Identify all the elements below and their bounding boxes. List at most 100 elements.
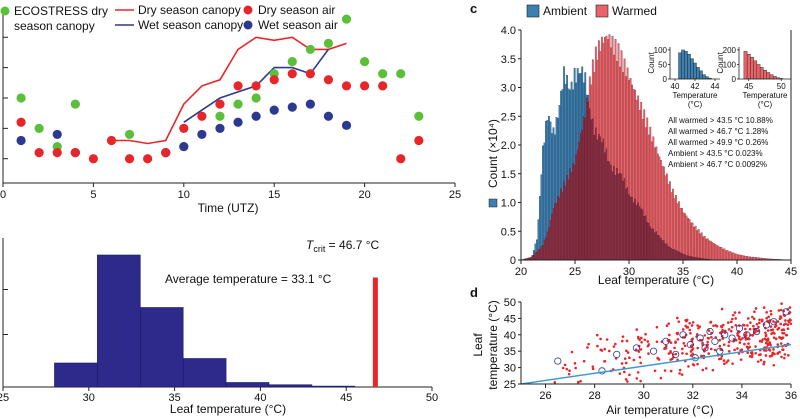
warmed-bar bbox=[741, 255, 744, 260]
warmed-bar bbox=[650, 141, 653, 230]
dry-air-point bbox=[106, 135, 117, 146]
warmed-bar bbox=[697, 229, 700, 258]
leaf-temp-point bbox=[762, 306, 766, 309]
wet-air-point bbox=[197, 129, 207, 140]
leaf-temp-point bbox=[769, 325, 773, 328]
leaf-temp-point bbox=[741, 336, 744, 340]
warmed-bar bbox=[628, 79, 630, 195]
leaf-temp-point bbox=[595, 333, 599, 337]
inset-bar bbox=[743, 51, 748, 80]
leaf-temp-point bbox=[755, 323, 759, 326]
leaf-temp-point bbox=[784, 333, 788, 337]
leaf-temp-point bbox=[779, 316, 783, 319]
leaf-temp-point bbox=[776, 343, 780, 346]
y-tick-label: 25 bbox=[504, 379, 516, 391]
ambient-bar bbox=[560, 90, 562, 190]
leaf-temp-point bbox=[738, 335, 741, 338]
leaf-temp-point bbox=[695, 333, 699, 336]
leaf-temp-point bbox=[676, 338, 680, 341]
leaf-temp-point bbox=[759, 358, 763, 362]
dry-air-point bbox=[269, 75, 279, 85]
warmed-bar bbox=[746, 256, 748, 260]
x-tick-label: 30 bbox=[623, 266, 635, 278]
mean-leaf-temp-circle bbox=[735, 324, 744, 332]
leaf-temp-point bbox=[697, 326, 700, 330]
tcrit-subscript: crit bbox=[313, 244, 325, 254]
legend-wet-air-label: Wet season air bbox=[258, 18, 338, 32]
inset-bar bbox=[684, 51, 688, 80]
leaf-temp-point bbox=[788, 306, 792, 309]
x-tick-label: 5 bbox=[90, 189, 96, 201]
ambient-bar bbox=[584, 72, 587, 119]
overlap-bar bbox=[540, 246, 543, 260]
leaf-temp-point bbox=[747, 317, 750, 320]
leaf-temp-point bbox=[766, 329, 770, 332]
overlap-bar bbox=[578, 142, 581, 260]
leaf-temp-point bbox=[772, 363, 776, 367]
panel-b-tcrit-annotation: Tcrit = 46.7 °C bbox=[306, 238, 380, 254]
overlap-bar bbox=[690, 256, 692, 260]
inset-y-tick-label: 200 bbox=[723, 46, 737, 55]
overlap-bar bbox=[548, 227, 550, 260]
leaf-temp-point bbox=[718, 338, 722, 342]
dry-air-point bbox=[70, 148, 80, 158]
warmed-bar bbox=[678, 201, 680, 253]
warmed-bar bbox=[622, 72, 624, 182]
leaf-temp-point bbox=[683, 344, 687, 348]
warmed-bar bbox=[687, 218, 689, 256]
leaf-temp-point bbox=[760, 318, 764, 322]
y-tick-label: 0.5 bbox=[501, 226, 516, 238]
leaf-temp-point bbox=[767, 315, 770, 319]
overlap-bar bbox=[561, 191, 564, 260]
overlap-bar bbox=[638, 206, 641, 260]
mean-leaf-temp-circle bbox=[701, 344, 709, 352]
ambient-bar bbox=[554, 134, 556, 204]
x-tick-label: 45 bbox=[785, 266, 797, 278]
warmed-bar bbox=[712, 243, 715, 260]
panel-c-axes: 0 0.5 1.0 1.5 2.0 2.5 3.0 3.5 4.0 20 25 30 35 40 45 bbox=[501, 25, 797, 278]
ambient-bar bbox=[539, 196, 541, 250]
warmed-bar bbox=[647, 134, 650, 224]
leaf-temp-point bbox=[685, 352, 688, 356]
overlap-bar bbox=[664, 243, 667, 260]
panel-d-axes: 25 30 35 40 45 50 26 28 30 32 34 36 bbox=[504, 297, 797, 402]
leaf-temp-point bbox=[747, 342, 750, 345]
leaf-temp-point bbox=[643, 338, 647, 342]
leaf-temp-point bbox=[769, 313, 773, 316]
overlap-bar bbox=[604, 152, 606, 260]
tcrit-marker-bar bbox=[372, 277, 378, 387]
warmed-bar bbox=[679, 208, 682, 253]
ecostress-point bbox=[323, 38, 334, 48]
leaf-temp-point bbox=[599, 348, 603, 352]
warmed-bar bbox=[666, 173, 668, 245]
leaf-temp-point bbox=[707, 337, 710, 340]
leaf-temp-point bbox=[703, 334, 707, 337]
y-tick-label: 40 bbox=[504, 330, 516, 342]
leaf-temp-point bbox=[621, 335, 625, 338]
warmed-bar bbox=[590, 84, 593, 120]
overlap-bar bbox=[620, 173, 623, 260]
leaf-temp-point bbox=[563, 363, 567, 367]
warmed-bar bbox=[602, 42, 605, 139]
x-tick-label: 20 bbox=[358, 189, 370, 201]
inset-y-tick-label: 100 bbox=[654, 46, 668, 55]
ambient-bar bbox=[582, 82, 585, 117]
leaf-temp-point bbox=[756, 329, 760, 333]
overlap-bar bbox=[682, 254, 685, 260]
overlap-bar bbox=[597, 134, 600, 260]
leaf-temp-point bbox=[760, 340, 764, 343]
stat-line: All warmed > 49.9 °C 0.26% bbox=[668, 138, 768, 147]
warmed-bar bbox=[705, 238, 708, 260]
overlap-bar bbox=[558, 197, 561, 260]
leaf-temp-point bbox=[764, 331, 767, 335]
overlap-bar bbox=[590, 119, 593, 260]
leaf-temp-point bbox=[746, 324, 749, 327]
leaf-temp-point bbox=[779, 322, 782, 326]
warmed-bar bbox=[663, 166, 665, 241]
panel-d-marks bbox=[520, 302, 793, 385]
dry-air-point bbox=[16, 117, 26, 127]
warmed-bar bbox=[743, 255, 745, 260]
leaf-temp-point bbox=[684, 318, 687, 322]
ambient-bar bbox=[548, 116, 550, 228]
